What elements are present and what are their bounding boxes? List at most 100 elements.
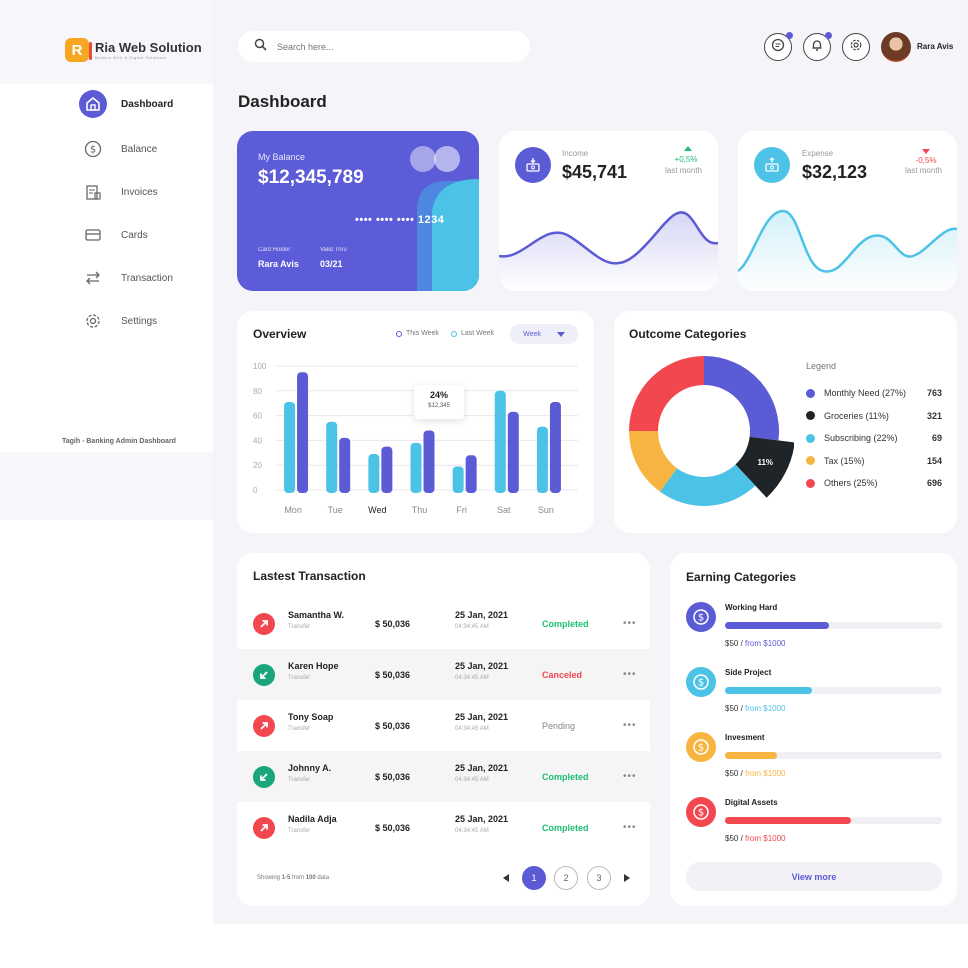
x-tick-label: Fri: [456, 505, 467, 515]
bar-this-week[interactable]: [326, 421, 338, 493]
summary-range: 1-5: [281, 875, 291, 881]
earning-item-amount: $50 / from $1000: [725, 639, 785, 648]
arrow-down-left-icon: [253, 663, 275, 686]
sidebar-item-balance[interactable]: $ Balance: [79, 135, 157, 163]
more-options-icon[interactable]: •••: [623, 669, 637, 680]
sidebar-item-cards[interactable]: Cards: [79, 221, 148, 249]
income-icon: [515, 147, 551, 183]
donut-slice[interactable]: [659, 464, 756, 506]
bar-this-week[interactable]: [536, 426, 548, 493]
more-options-icon[interactable]: •••: [623, 822, 637, 833]
donut-slice[interactable]: [629, 431, 677, 492]
expense-icon: [754, 147, 790, 183]
page-button-1[interactable]: 1: [522, 866, 546, 890]
tx-type: Transfer: [288, 624, 311, 630]
legend-label: Others (25%): [824, 478, 878, 488]
bar-last-week[interactable]: [507, 411, 519, 493]
period-dropdown[interactable]: Week: [510, 324, 578, 344]
tx-time: 04:34:45 AM: [455, 777, 489, 783]
y-tick-label: 0: [253, 486, 258, 495]
table-row[interactable]: Johnny A. Transfer $ 50,036 25 Jan, 2021 04:…: [237, 751, 650, 802]
arrow-down-icon: [922, 149, 930, 154]
notification-dot: [786, 32, 793, 39]
user-name[interactable]: Rara Avis: [917, 42, 954, 51]
more-options-icon[interactable]: •••: [623, 618, 637, 629]
more-options-icon[interactable]: •••: [623, 720, 637, 731]
bar-last-week[interactable]: [297, 372, 309, 493]
legend-item: Subscribing (22%) 69: [806, 433, 942, 443]
card-decoration: [417, 179, 479, 291]
bar-last-week[interactable]: [423, 430, 435, 493]
sidebar-item-dashboard[interactable]: Dashboard: [79, 90, 173, 118]
more-options-icon[interactable]: •••: [623, 771, 637, 782]
tx-name: Tony Soap: [288, 712, 334, 722]
table-row[interactable]: Nadila Adja Transfer $ 50,036 25 Jan, 2021 0…: [237, 802, 650, 853]
card-holder-name: Rara Avis: [258, 259, 299, 269]
donut-slice[interactable]: [629, 356, 704, 431]
logo-icon: R: [65, 38, 92, 62]
sidebar-item-invoices[interactable]: Invoices: [79, 178, 158, 206]
transactions-title: Lastest Transaction: [253, 569, 366, 583]
bar-last-week[interactable]: [339, 437, 351, 493]
bar-this-week[interactable]: [284, 401, 296, 493]
sidebar-item-label: Transaction: [121, 272, 173, 284]
income-label: Income: [562, 149, 589, 158]
x-tick-label: Thu: [412, 505, 428, 515]
bar-this-week[interactable]: [410, 442, 422, 493]
bar-last-week[interactable]: [465, 455, 477, 493]
tx-time: 04:34:45 AM: [455, 828, 489, 834]
card-number: •••• •••• •••• 1234: [355, 214, 445, 226]
avatar[interactable]: [881, 32, 911, 62]
svg-text:$: $: [698, 613, 704, 624]
earning-value: $50 /: [725, 639, 746, 648]
legend-last-week: Last Week: [451, 330, 494, 337]
search-bar[interactable]: [238, 31, 530, 62]
tx-date: 25 Jan, 2021: [455, 763, 509, 773]
sidebar-item-label: Invoices: [121, 186, 158, 198]
bar-this-week[interactable]: [368, 454, 380, 493]
brand-logo[interactable]: R Ria Web Solution Modern Web & Digital …: [65, 38, 202, 62]
donut-slice[interactable]: [704, 356, 779, 441]
bell-icon: [810, 38, 824, 57]
sidebar-item-settings[interactable]: Settings: [79, 307, 157, 335]
bar-this-week[interactable]: [452, 466, 464, 493]
dollar-icon: $: [686, 797, 716, 827]
legend-dot: [806, 388, 815, 398]
table-row[interactable]: Samantha W. Transfer $ 50,036 25 Jan, 2021 0…: [237, 598, 650, 649]
table-row[interactable]: Tony Soap Transfer $ 50,036 25 Jan, 2021 04:…: [237, 700, 650, 751]
next-page-icon[interactable]: [624, 874, 630, 882]
tooltip-value: $12,345: [428, 403, 450, 409]
table-row[interactable]: Karen Hope Transfer $ 50,036 25 Jan, 2021 04…: [237, 649, 650, 700]
bar-last-week[interactable]: [549, 401, 561, 493]
prev-page-icon[interactable]: [503, 874, 509, 882]
earning-item-amount: $50 / from $1000: [725, 769, 785, 778]
message-button[interactable]: [764, 32, 793, 61]
overview-title: Overview: [253, 327, 307, 341]
overview-card: [237, 311, 594, 533]
settings-button[interactable]: [842, 33, 870, 61]
earning-item-amount: $50 / from $1000: [725, 834, 785, 843]
valid-thru-value: 03/21: [320, 259, 343, 269]
notification-button[interactable]: [803, 32, 832, 61]
bar-this-week[interactable]: [494, 390, 506, 493]
notification-dot: [825, 32, 832, 39]
sidebar-item-transaction[interactable]: Transaction: [79, 264, 173, 292]
balance-card[interactable]: My Balance $12,345,789 •••• •••• •••• 12…: [237, 131, 479, 291]
donut-slice[interactable]: [735, 436, 794, 498]
view-more-button[interactable]: View more: [686, 862, 942, 891]
bar-last-week[interactable]: [381, 446, 393, 493]
tx-name: Karen Hope: [288, 661, 339, 671]
earning-item-title: Invesment: [725, 733, 765, 742]
period-value: Week: [523, 330, 541, 338]
earning-card: [670, 553, 957, 906]
pagination-summary: Showing 1-5 from 100 data: [257, 875, 329, 881]
earning-target: from $1000: [745, 704, 786, 713]
legend-label: Last Week: [461, 330, 494, 337]
page-button-2[interactable]: 2: [554, 866, 578, 890]
income-card[interactable]: [499, 131, 718, 291]
dollar-icon: $: [686, 667, 716, 697]
search-input[interactable]: [277, 41, 497, 52]
x-tick-label: Mon: [284, 505, 302, 515]
page-button-3[interactable]: 3: [587, 866, 611, 890]
sidebar-item-label: Cards: [121, 229, 148, 241]
